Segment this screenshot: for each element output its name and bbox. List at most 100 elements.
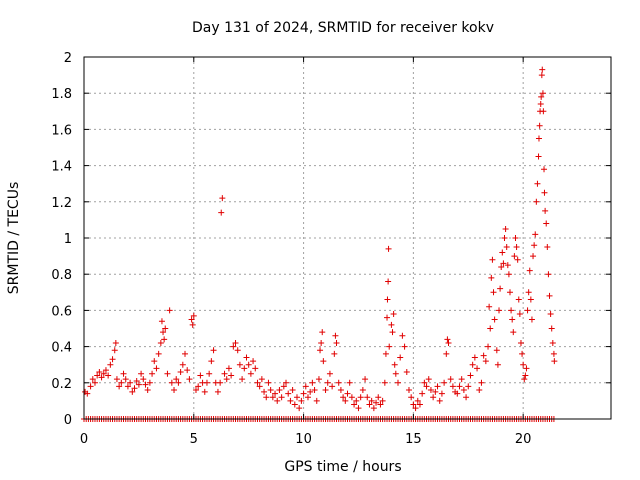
- data-point: [144, 387, 151, 394]
- data-point: [320, 358, 327, 365]
- data-point: [520, 361, 527, 368]
- data-point: [496, 307, 503, 314]
- data-point: [546, 292, 553, 299]
- data-point: [179, 361, 186, 368]
- data-point: [317, 347, 324, 354]
- data-point: [131, 385, 138, 392]
- data-point: [432, 388, 439, 395]
- data-point: [153, 365, 160, 372]
- data-point: [504, 262, 511, 269]
- data-point: [291, 401, 298, 408]
- data-point: [189, 321, 196, 328]
- data-point: [324, 379, 331, 386]
- data-point: [471, 354, 478, 361]
- data-point: [505, 271, 512, 278]
- data-point: [535, 135, 542, 142]
- data-point: [221, 370, 228, 377]
- data-point: [87, 383, 94, 390]
- data-point: [274, 397, 281, 404]
- data-point: [318, 339, 325, 346]
- data-point: [528, 316, 535, 323]
- data-point: [296, 405, 303, 412]
- data-point: [419, 390, 426, 397]
- data-point: [346, 379, 353, 386]
- data-point: [399, 332, 406, 339]
- data-point: [385, 245, 392, 252]
- data-point: [138, 370, 145, 377]
- data-point: [469, 361, 476, 368]
- data-point: [186, 376, 193, 383]
- data-point: [515, 296, 522, 303]
- data-point: [326, 370, 333, 377]
- data-point: [541, 189, 548, 196]
- data-point: [272, 390, 279, 397]
- data-point: [489, 256, 496, 263]
- data-point: [332, 332, 339, 339]
- data-point: [151, 358, 158, 365]
- data-point: [427, 387, 434, 394]
- data-point: [447, 376, 454, 383]
- data-point: [525, 289, 532, 296]
- data-point: [491, 316, 498, 323]
- data-point: [434, 383, 441, 390]
- y-tick-label: 1.8: [51, 87, 72, 102]
- data-point: [184, 367, 191, 374]
- data-point: [250, 358, 257, 365]
- data-point: [524, 307, 531, 314]
- data-point: [112, 339, 119, 346]
- data-point: [522, 372, 529, 379]
- data-point: [203, 379, 210, 386]
- data-point: [550, 350, 557, 357]
- data-point: [309, 379, 316, 386]
- data-point: [236, 361, 243, 368]
- data-point: [293, 394, 300, 401]
- y-tick-label: 0.6: [51, 304, 72, 319]
- data-point: [548, 325, 555, 332]
- y-tick-label: 0.4: [51, 341, 72, 356]
- data-point: [228, 372, 235, 379]
- data-point: [337, 387, 344, 394]
- data-point: [397, 354, 404, 361]
- data-point: [192, 387, 199, 394]
- data-point: [540, 108, 547, 115]
- data-point: [391, 361, 398, 368]
- data-point: [113, 376, 120, 383]
- data-point: [225, 365, 232, 372]
- data-point: [497, 285, 504, 292]
- data-point: [175, 379, 182, 386]
- data-point: [140, 376, 147, 383]
- data-point: [533, 198, 540, 205]
- data-point: [412, 405, 419, 412]
- data-point: [544, 244, 551, 251]
- data-point: [538, 93, 545, 100]
- data-point: [526, 267, 533, 274]
- data-point: [443, 350, 450, 357]
- data-point: [493, 347, 500, 354]
- data-point: [430, 394, 437, 401]
- data-point: [96, 368, 103, 375]
- data-point: [403, 368, 410, 375]
- data-point: [120, 370, 127, 377]
- chart-title: Day 131 of 2024, SRMTID for receiver kok…: [192, 20, 494, 36]
- data-point: [506, 289, 513, 296]
- data-point: [353, 397, 360, 404]
- data-point: [549, 339, 556, 346]
- data-point: [109, 356, 116, 363]
- data-point: [377, 401, 384, 408]
- data-point: [171, 387, 178, 394]
- data-point: [539, 66, 546, 73]
- data-point: [499, 249, 506, 256]
- data-point: [547, 311, 554, 318]
- data-point: [197, 372, 204, 379]
- data-point: [247, 370, 254, 377]
- data-point: [458, 376, 465, 383]
- data-point: [124, 383, 131, 390]
- data-point: [414, 397, 421, 404]
- data-point: [441, 379, 448, 386]
- y-tick-label: 0: [64, 413, 72, 428]
- data-point: [395, 379, 402, 386]
- data-point: [355, 405, 362, 412]
- y-tick-label: 1.4: [51, 160, 72, 175]
- data-point: [444, 336, 451, 343]
